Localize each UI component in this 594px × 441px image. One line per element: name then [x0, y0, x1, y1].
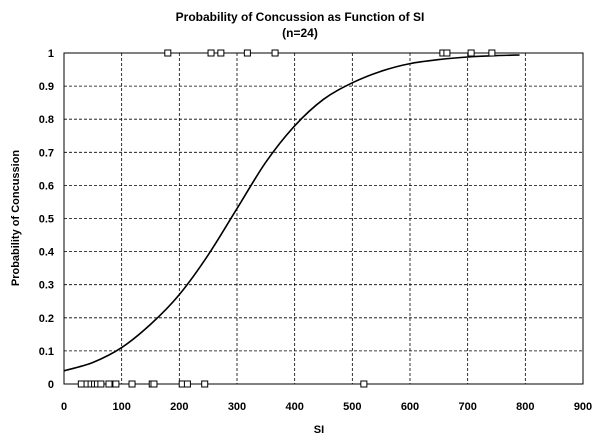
chart-subtitle: (n=24): [282, 26, 318, 40]
fitted-curve: [63, 54, 520, 372]
y-tick-label: 0.6: [39, 180, 54, 192]
data-point: [467, 49, 475, 57]
y-tick-label: 0.1: [39, 346, 54, 358]
y-tick-label: 0.3: [39, 280, 54, 292]
x-tick-label: 400: [285, 401, 303, 413]
data-point: [360, 380, 368, 388]
x-axis-label: SI: [314, 424, 324, 436]
y-axis-label: Probability of Concussion: [10, 150, 22, 287]
y-axis-ticks: 0 0.1 0.2 0.3 0.4 0.5 0.6 0.7 0.8 0.9 1: [39, 48, 55, 391]
data-point: [164, 49, 172, 57]
x-tick-label: 100: [112, 401, 130, 413]
data-point: [150, 380, 158, 388]
data-point: [217, 49, 225, 57]
y-tick-label: 0.2: [39, 313, 54, 325]
y-tick-label: 0.7: [39, 147, 54, 159]
data-point: [77, 380, 85, 388]
series-line: [63, 54, 520, 372]
x-tick-label: 200: [170, 401, 188, 413]
y-tick-label: 0.9: [39, 81, 54, 93]
data-point: [207, 49, 215, 57]
x-axis-ticks: 0 100 200 300 400 500 600 700 800 900: [61, 401, 592, 413]
data-point: [128, 380, 136, 388]
x-tick-label: 300: [228, 401, 246, 413]
data-point: [112, 380, 120, 388]
data-point: [201, 380, 209, 388]
y-tick-label: 0.8: [39, 114, 54, 126]
data-point: [97, 380, 105, 388]
plot-frame: [63, 52, 584, 385]
chart-title: Probability of Concussion as Function of…: [176, 10, 425, 24]
data-point: [443, 49, 451, 57]
data-point: [488, 49, 496, 57]
x-tick-label: 0: [61, 401, 67, 413]
x-tick-label: 600: [401, 401, 419, 413]
data-point: [271, 49, 279, 57]
data-point: [105, 380, 113, 388]
grid: [63, 52, 584, 385]
data-markers: [77, 49, 496, 388]
data-point: [243, 49, 251, 57]
y-tick-label: 0: [48, 379, 54, 391]
y-tick-label: 0.4: [39, 247, 55, 259]
x-tick-label: 500: [343, 401, 361, 413]
data-point: [183, 380, 191, 388]
x-tick-label: 700: [458, 401, 476, 413]
x-tick-label: 900: [574, 401, 592, 413]
x-tick-label: 800: [516, 401, 534, 413]
y-tick-label: 1: [48, 48, 54, 60]
y-tick-label: 0.5: [39, 214, 54, 226]
